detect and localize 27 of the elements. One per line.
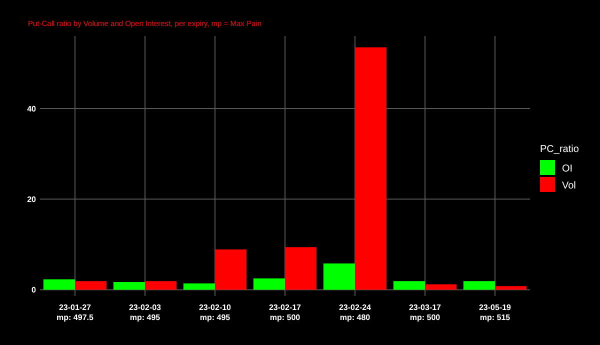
x-tick-label: 23-02-03 mp: 495 — [128, 303, 162, 322]
bar — [324, 263, 355, 290]
bar — [184, 283, 215, 290]
y-tick-label: 0 — [32, 286, 37, 295]
bar — [464, 281, 495, 290]
bar — [425, 284, 456, 290]
legend-label: Vol — [562, 180, 576, 192]
bar — [75, 281, 106, 290]
bar — [145, 281, 176, 290]
legend-title: PC_ratio — [540, 144, 580, 155]
bar — [495, 286, 526, 290]
x-tick-label: 23-02-24 mp: 480 — [338, 303, 372, 322]
bar — [114, 282, 145, 290]
x-tick-label: 23-02-10 mp: 495 — [198, 303, 232, 322]
bar — [355, 47, 386, 290]
x-tick-label: 23-02-17 mp: 500 — [268, 303, 302, 322]
legend-label: OI — [562, 164, 573, 174]
y-tick-label: 20 — [27, 194, 37, 204]
bar — [215, 249, 246, 290]
bar — [44, 279, 75, 290]
x-tick-label: 23-03-17 mp: 500 — [408, 303, 442, 322]
bar — [254, 278, 285, 290]
x-tick-label: 23-01-27 mp: 497.5 — [56, 303, 94, 322]
y-tick-label: 40 — [27, 104, 37, 114]
x-tick-label: 23-05-19 mp: 515 — [478, 303, 512, 322]
bar — [285, 247, 316, 290]
bar — [394, 281, 425, 290]
